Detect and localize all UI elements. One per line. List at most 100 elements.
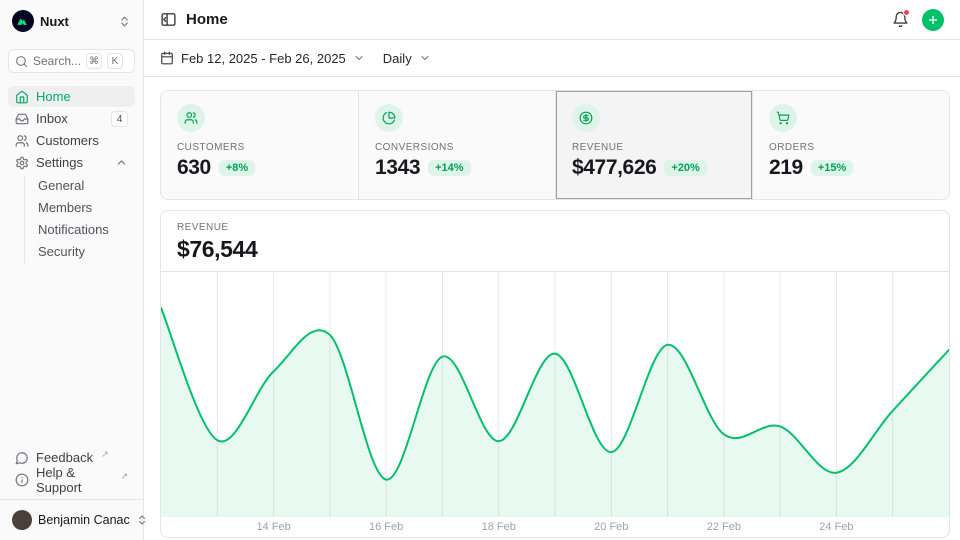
chevrons-up-down-icon xyxy=(136,514,148,526)
nuxt-logo-icon xyxy=(12,10,34,32)
sidebar-item-label: Members xyxy=(38,200,93,215)
topbar-actions xyxy=(892,8,944,31)
stat-delta-badge: +8% xyxy=(218,160,256,176)
search-input[interactable]: ⌘ K xyxy=(8,49,135,73)
sidebar-item-label: General xyxy=(38,178,85,193)
sidebar: Nuxt ⌘ K Home Inbo xyxy=(0,0,145,540)
settings-subnav: General Members Notifications Security xyxy=(24,175,135,263)
x-axis-tick-label: 22 Feb xyxy=(706,521,741,533)
page-title: Home xyxy=(186,11,228,28)
gear-icon xyxy=(15,156,29,170)
chart-line xyxy=(161,306,949,481)
user-name: Benjamin Canac xyxy=(38,513,130,527)
search-icon xyxy=(15,55,28,68)
collapse-sidebar-icon[interactable] xyxy=(160,11,177,28)
sidebar-item-notifications[interactable]: Notifications xyxy=(34,219,135,240)
calendar-icon xyxy=(160,51,174,65)
stat-card-conversions[interactable]: CONVERSIONS 1343 +14% xyxy=(358,91,555,199)
chevron-up-icon xyxy=(115,156,128,169)
notification-dot xyxy=(903,9,910,16)
topbar: Home xyxy=(144,0,960,40)
sidebar-item-label: Notifications xyxy=(38,222,109,237)
circle-dollar-icon xyxy=(572,104,600,132)
sidebar-item-customers[interactable]: Customers xyxy=(8,130,135,151)
stat-value: 630 xyxy=(177,156,211,179)
workspace-switcher[interactable]: Nuxt xyxy=(8,10,135,32)
x-axis-tick-label: 16 Feb xyxy=(369,521,404,533)
user-menu[interactable]: Benjamin Canac xyxy=(8,508,145,532)
sidebar-item-inbox[interactable]: Inbox 4 xyxy=(8,108,135,129)
chevron-down-icon xyxy=(419,52,431,64)
stat-card-revenue[interactable]: REVENUE $477,626 +20% xyxy=(555,91,752,199)
sidebar-item-settings[interactable]: Settings xyxy=(8,152,135,173)
chart-svg xyxy=(161,272,949,517)
interval-select[interactable]: Daily xyxy=(383,51,431,66)
workspace-name: Nuxt xyxy=(40,13,69,29)
message-bubble-icon xyxy=(15,451,29,465)
kbd-cmd: ⌘ xyxy=(86,53,102,69)
stat-value: 1343 xyxy=(375,156,421,179)
external-link-icon: ↗ xyxy=(101,449,109,459)
stat-label: CUSTOMERS xyxy=(177,142,245,153)
add-button[interactable] xyxy=(922,8,944,31)
main-panel: Home Feb 12, 2025 - Feb 26, 2025 xyxy=(144,0,960,540)
users-icon xyxy=(177,104,205,132)
chart-current-value: $76,544 xyxy=(177,236,258,262)
sidebar-item-security[interactable]: Security xyxy=(34,241,135,262)
sidebar-item-label: Security xyxy=(38,244,85,259)
chart-area-fill xyxy=(161,307,949,517)
users-icon xyxy=(15,134,29,148)
info-circle-icon xyxy=(15,473,29,487)
chart-title: REVENUE xyxy=(177,222,229,233)
chevrons-up-down-icon xyxy=(118,15,131,28)
sidebar-item-label: Settings xyxy=(36,155,83,170)
sidebar-spacer xyxy=(8,264,135,447)
x-axis-labels: 14 Feb 16 Feb 18 Feb 20 Feb 22 Feb 24 Feb xyxy=(161,517,949,537)
kbd-k: K xyxy=(107,53,123,69)
content: CUSTOMERS 630 +8% CONVERSIONS 1343 +14% xyxy=(144,77,960,540)
stats-row: CUSTOMERS 630 +8% CONVERSIONS 1343 +14% xyxy=(160,90,950,200)
chart-gridlines xyxy=(216,272,894,517)
stat-card-orders[interactable]: ORDERS 219 +15% xyxy=(752,91,949,199)
interval-label: Daily xyxy=(382,50,412,66)
chevron-down-icon xyxy=(353,52,365,64)
date-range-label: Feb 12, 2025 - Feb 26, 2025 xyxy=(181,50,346,66)
sidebar-item-feedback[interactable]: Feedback ↗ xyxy=(8,447,135,468)
search-field[interactable] xyxy=(33,54,81,68)
notifications-bell-icon[interactable] xyxy=(892,9,910,28)
stat-card-customers[interactable]: CUSTOMERS 630 +8% xyxy=(161,91,358,199)
sidebar-item-label: Feedback xyxy=(36,450,94,465)
cart-icon xyxy=(769,104,797,132)
sidebar-divider xyxy=(0,499,143,500)
sidebar-item-label: Home xyxy=(36,89,71,104)
inbox-count-badge: 4 xyxy=(111,110,128,127)
sidebar-item-general[interactable]: General xyxy=(34,175,135,196)
chart-header: REVENUE $76,544 xyxy=(161,211,949,272)
avatar xyxy=(12,510,32,530)
sidebar-item-label: Customers xyxy=(36,133,99,148)
x-axis-tick-label: 18 Feb xyxy=(481,521,516,533)
date-range-picker[interactable]: Feb 12, 2025 - Feb 26, 2025 xyxy=(160,51,365,66)
sidebar-item-label: Inbox xyxy=(36,111,68,126)
inbox-icon xyxy=(15,112,29,126)
area-chart[interactable] xyxy=(161,272,949,517)
sidebar-nav: Home Inbox 4 Customers Settings xyxy=(8,86,135,264)
stat-label: CONVERSIONS xyxy=(375,142,454,153)
stat-delta-badge: +14% xyxy=(428,160,471,176)
stat-label: ORDERS xyxy=(769,142,815,153)
revenue-chart-card: REVENUE $76,544 14 Feb 16 Feb 18 Feb 20 Feb… xyxy=(160,210,950,538)
sidebar-item-help-support[interactable]: Help & Support ↗ xyxy=(8,465,135,495)
stat-value: $477,626 xyxy=(572,156,657,179)
stat-value: 219 xyxy=(769,156,803,179)
stat-label: REVENUE xyxy=(572,142,624,153)
pie-chart-icon xyxy=(375,104,403,132)
sidebar-item-home[interactable]: Home xyxy=(8,86,135,107)
home-icon xyxy=(15,90,29,104)
sidebar-item-members[interactable]: Members xyxy=(34,197,135,218)
sidebar-item-label: Help & Support xyxy=(36,464,82,495)
x-axis-tick-label: 14 Feb xyxy=(256,521,291,533)
x-axis-tick-label: 24 Feb xyxy=(819,521,854,533)
stat-delta-badge: +15% xyxy=(810,160,854,176)
external-link-icon: ↗ xyxy=(120,471,128,481)
